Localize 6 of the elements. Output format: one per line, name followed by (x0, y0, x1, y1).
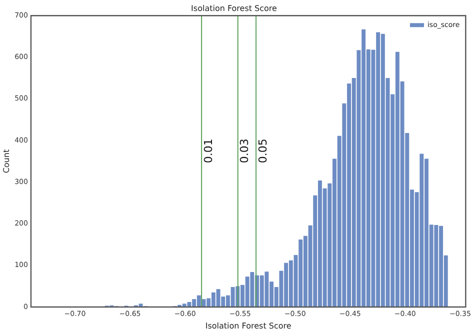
annotation: 0.01 (202, 138, 215, 164)
annotation: 0.03 (238, 138, 252, 164)
annotation: 0.05 (256, 138, 270, 164)
chart-title: Isolation Forest Score (191, 4, 278, 13)
x-axis-title: Isolation Forest Score (205, 321, 292, 330)
y-axis-title: Count (2, 149, 11, 174)
